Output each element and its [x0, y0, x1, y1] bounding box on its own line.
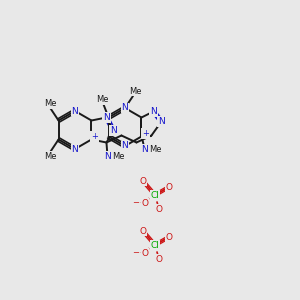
Text: N: N — [110, 126, 117, 135]
Text: Cl: Cl — [151, 241, 159, 250]
Text: −: − — [132, 199, 139, 208]
Text: Me: Me — [112, 152, 125, 161]
Text: N: N — [122, 103, 128, 112]
Text: Me: Me — [96, 95, 109, 104]
Text: Me: Me — [129, 86, 141, 95]
Text: N: N — [141, 145, 148, 154]
Text: O: O — [140, 176, 146, 185]
Text: −: − — [132, 248, 139, 257]
Text: N: N — [104, 152, 111, 161]
Text: +: + — [142, 129, 149, 138]
Text: O: O — [140, 226, 146, 236]
Text: Me: Me — [149, 145, 162, 154]
Text: Me: Me — [44, 152, 57, 161]
Text: N: N — [103, 113, 110, 122]
Text: O: O — [155, 254, 163, 263]
Text: O: O — [142, 199, 148, 208]
Text: O: O — [166, 182, 172, 191]
Text: N: N — [158, 117, 165, 126]
Text: N: N — [72, 106, 78, 116]
Text: O: O — [155, 205, 163, 214]
Text: N: N — [72, 145, 78, 154]
Text: N: N — [122, 142, 128, 151]
Text: Cl: Cl — [151, 190, 159, 200]
Text: Me: Me — [44, 99, 57, 108]
Text: N: N — [150, 107, 157, 116]
Text: O: O — [142, 248, 148, 257]
Text: O: O — [166, 232, 172, 242]
Text: +: + — [91, 132, 98, 141]
